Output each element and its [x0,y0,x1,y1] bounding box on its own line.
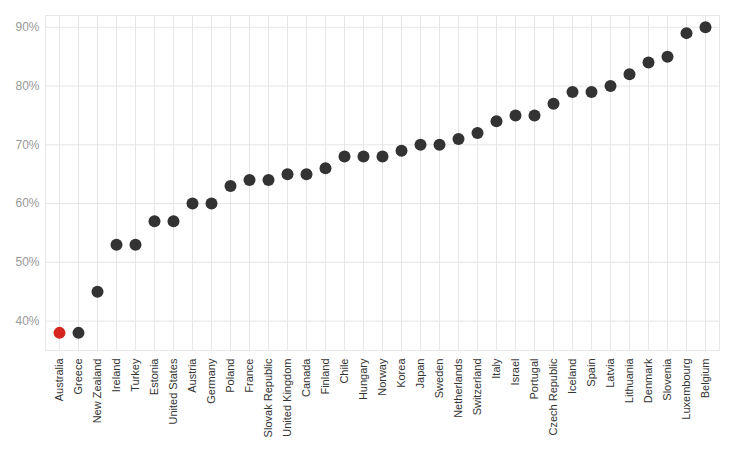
svg-text:Iceland: Iceland [566,359,578,394]
svg-text:Ireland: Ireland [110,359,122,393]
svg-text:40%: 40% [15,314,39,328]
svg-text:Israel: Israel [509,359,521,386]
svg-text:Germany: Germany [205,358,217,404]
svg-text:United Kingdom: United Kingdom [281,359,293,437]
svg-text:Finland: Finland [319,359,331,395]
svg-text:Slovak Republic: Slovak Republic [262,358,274,437]
svg-text:Austria: Austria [186,358,198,393]
svg-text:Norway: Norway [376,358,388,396]
svg-text:Turkey: Turkey [129,358,141,392]
svg-text:Luxembourg: Luxembourg [680,359,692,420]
svg-text:80%: 80% [15,79,39,93]
svg-text:Japan: Japan [414,359,426,389]
svg-text:Greece: Greece [72,359,84,395]
svg-text:Italy: Italy [490,358,502,379]
svg-text:Latvia: Latvia [604,358,616,388]
svg-text:Czech Republic: Czech Republic [547,358,559,436]
svg-text:Portugal: Portugal [528,359,540,400]
svg-text:Denmark: Denmark [642,358,654,403]
svg-text:Lithuania: Lithuania [623,358,635,404]
svg-text:France: France [243,359,255,393]
svg-text:Australia: Australia [53,358,65,402]
svg-text:Belgium: Belgium [699,359,711,399]
svg-text:Sweden: Sweden [433,359,445,399]
svg-text:Korea: Korea [395,358,407,388]
svg-text:Hungary: Hungary [357,358,369,400]
svg-text:United States: United States [167,358,179,425]
svg-text:Poland: Poland [224,359,236,393]
svg-text:Canada: Canada [300,358,312,397]
svg-text:Switzerland: Switzerland [471,359,483,416]
svg-text:Netherlands: Netherlands [452,358,464,418]
svg-text:60%: 60% [15,196,39,210]
svg-text:50%: 50% [15,255,39,269]
svg-text:Chile: Chile [338,359,350,384]
svg-text:Estonia: Estonia [148,358,160,396]
svg-text:New Zealand: New Zealand [91,359,103,424]
svg-text:Spain: Spain [585,359,597,387]
svg-text:70%: 70% [15,138,39,152]
svg-text:90%: 90% [15,20,39,34]
svg-text:Slovenia: Slovenia [661,358,673,401]
